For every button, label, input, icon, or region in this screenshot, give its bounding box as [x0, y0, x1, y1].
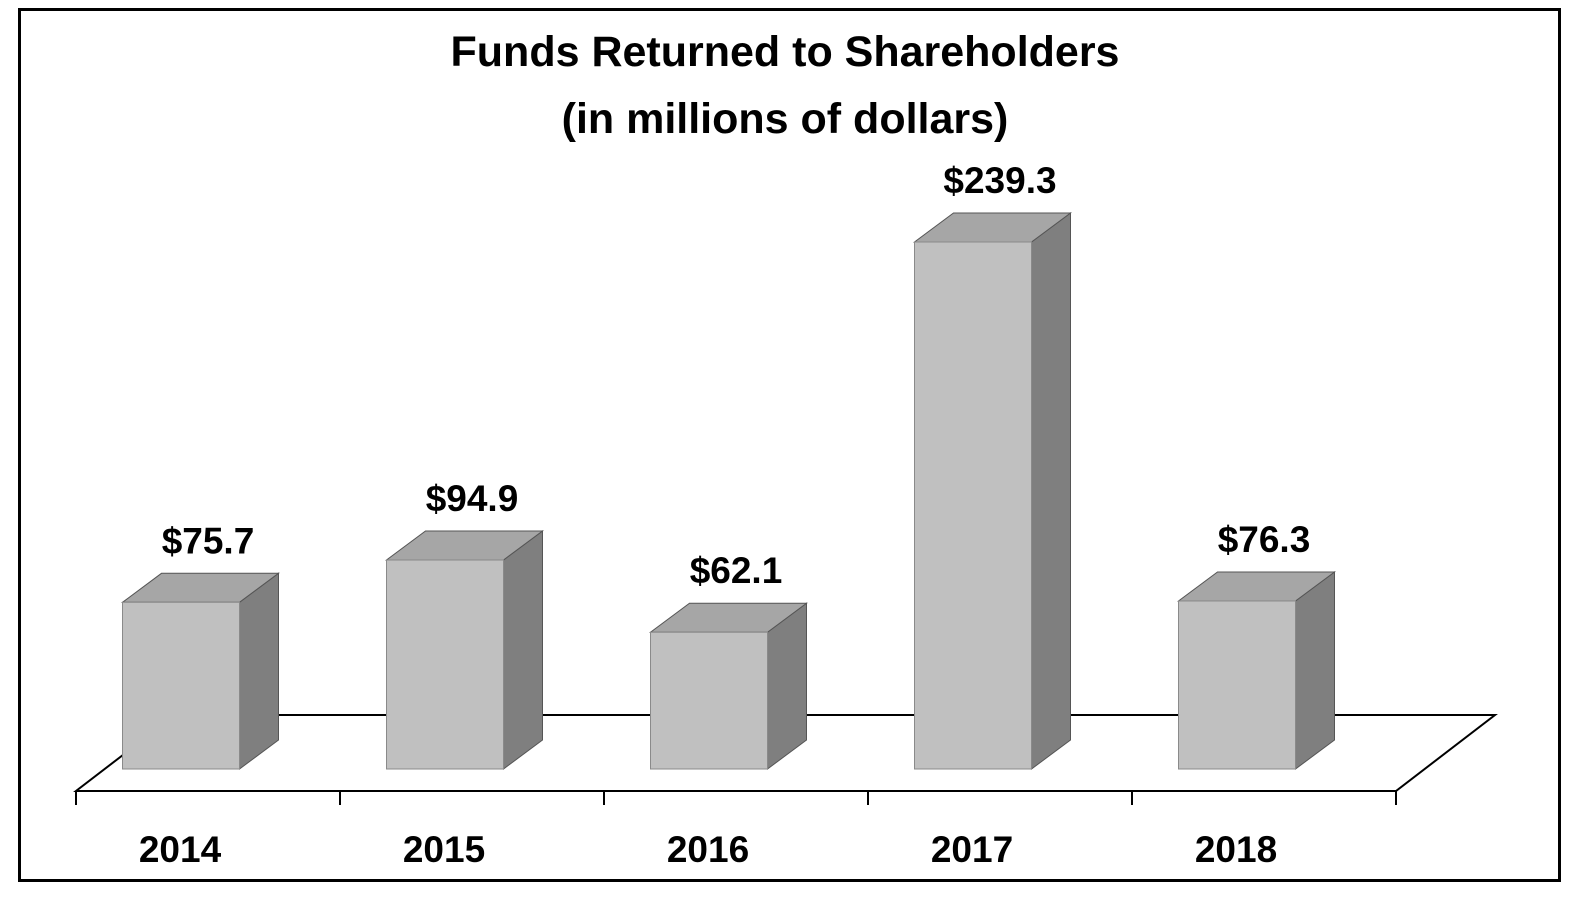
x-axis-ticks [75, 791, 1397, 805]
data-label: $75.7 [162, 520, 255, 561]
data-label: $76.3 [1218, 519, 1311, 560]
data-labels: $75.7 $94.9 $62.1 $239.3 $76.3 [162, 160, 1311, 591]
x-tick-label: 2016 [667, 829, 749, 870]
chart-title: Funds Returned to Shareholders [451, 28, 1120, 76]
bar-front [122, 601, 240, 770]
bars [120, 212, 1337, 770]
bar-side [503, 530, 543, 770]
bar-2018 [1176, 570, 1337, 770]
x-tick-label: 2014 [139, 829, 222, 870]
bar-2017 [912, 212, 1073, 770]
x-tick-label: 2015 [403, 829, 485, 870]
data-label: $239.3 [943, 160, 1056, 201]
bar-front [386, 559, 504, 770]
bar-side [1031, 212, 1071, 770]
bar-front [914, 241, 1032, 770]
data-label: $94.9 [426, 478, 519, 519]
bar-2016 [648, 602, 809, 770]
bar-side [239, 572, 279, 770]
bar-2014 [120, 572, 281, 770]
bar-side [1295, 570, 1335, 770]
x-tick-label: 2018 [1195, 829, 1277, 870]
chart-subtitle: (in millions of dollars) [562, 95, 1009, 143]
x-axis-tick-labels: 2014 2015 2016 2017 2018 [139, 829, 1277, 870]
data-label: $62.1 [690, 550, 783, 591]
bar-front [1178, 600, 1296, 770]
x-tick-label: 2017 [931, 829, 1013, 870]
bar-2015 [384, 530, 545, 770]
bar-front [650, 631, 768, 770]
